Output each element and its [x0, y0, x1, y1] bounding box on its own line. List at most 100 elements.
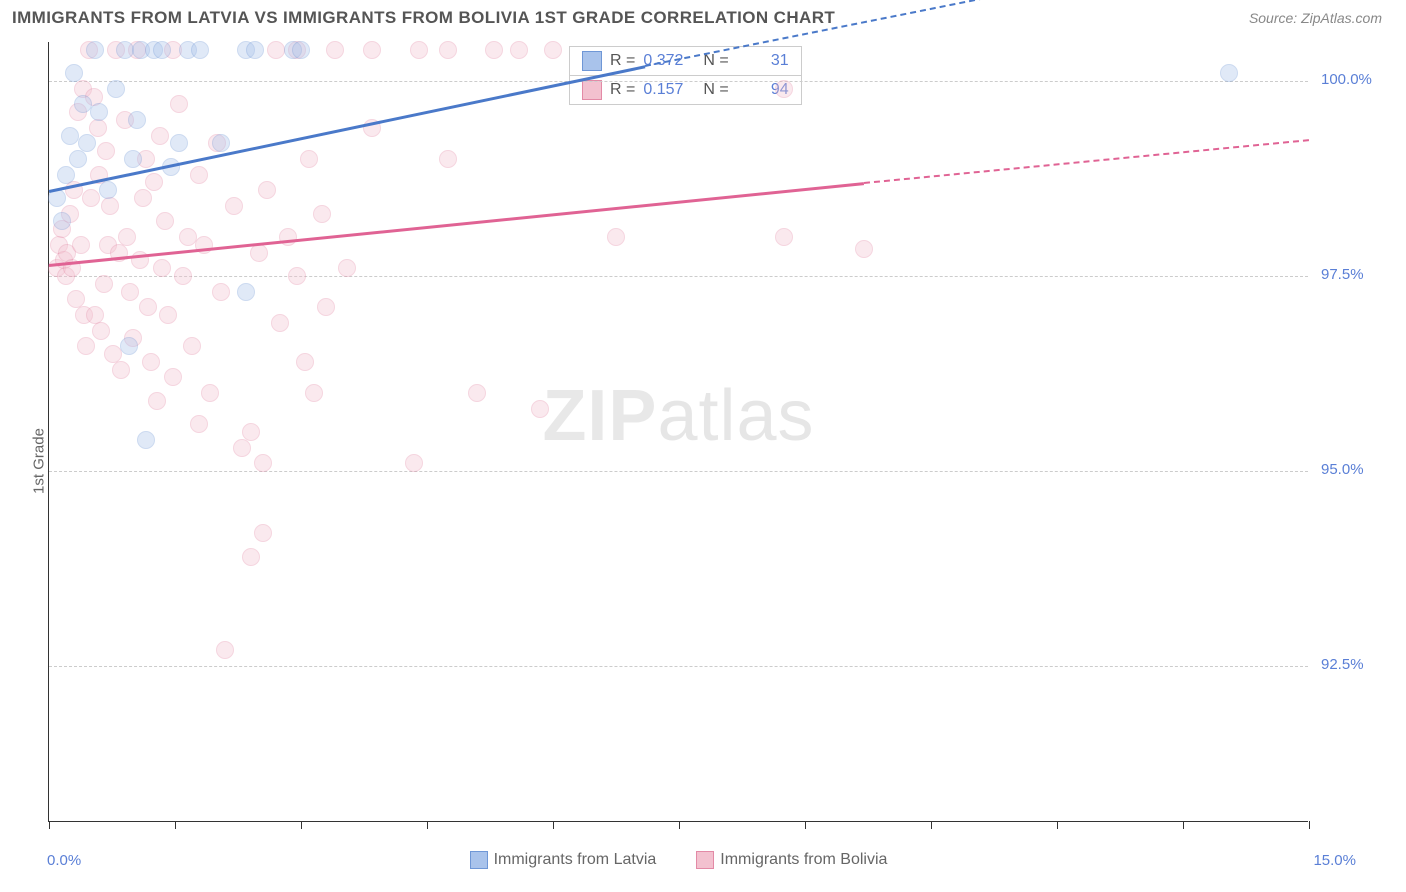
- scatter-point: [174, 267, 192, 285]
- legend-label: Immigrants from Bolivia: [720, 851, 887, 868]
- scatter-point: [439, 41, 457, 59]
- scatter-point: [292, 41, 310, 59]
- scatter-point: [296, 353, 314, 371]
- scatter-point: [89, 119, 107, 137]
- x-tick: [1309, 821, 1310, 829]
- gridline: [49, 81, 1308, 82]
- scatter-point: [271, 314, 289, 332]
- scatter-point: [53, 212, 71, 230]
- scatter-point: [170, 134, 188, 152]
- scatter-point: [233, 439, 251, 457]
- scatter-point: [57, 166, 75, 184]
- scatter-point: [246, 41, 264, 59]
- scatter-point: [112, 361, 130, 379]
- scatter-point: [531, 400, 549, 418]
- scatter-point: [510, 41, 528, 59]
- scatter-point: [254, 524, 272, 542]
- chart-header: IMMIGRANTS FROM LATVIA VS IMMIGRANTS FRO…: [0, 0, 1406, 36]
- scatter-point: [118, 228, 136, 246]
- watermark-light: atlas: [657, 376, 814, 456]
- scatter-point: [212, 283, 230, 301]
- scatter-point: [216, 641, 234, 659]
- scatter-point: [191, 41, 209, 59]
- scatter-point: [775, 80, 793, 98]
- trendline-dashed: [864, 139, 1309, 184]
- n-label: N =: [703, 81, 728, 99]
- source-credit: Source: ZipAtlas.com: [1249, 10, 1382, 26]
- scatter-point: [78, 134, 96, 152]
- scatter-point: [300, 150, 318, 168]
- scatter-point: [258, 181, 276, 199]
- scatter-point: [121, 283, 139, 301]
- scatter-point: [77, 337, 95, 355]
- scatter-point: [855, 240, 873, 258]
- scatter-point: [92, 322, 110, 340]
- scatter-point: [145, 173, 163, 191]
- scatter-point: [134, 189, 152, 207]
- scatter-point: [97, 142, 115, 160]
- gridline: [49, 276, 1308, 277]
- legend-label: Immigrants from Latvia: [494, 851, 657, 868]
- legend-swatch: [470, 851, 488, 869]
- scatter-point: [468, 384, 486, 402]
- scatter-point: [201, 384, 219, 402]
- scatter-point: [170, 95, 188, 113]
- scatter-point: [183, 337, 201, 355]
- x-tick: [427, 821, 428, 829]
- scatter-point: [607, 228, 625, 246]
- y-axis-label: 1st Grade: [30, 428, 47, 494]
- chart-title: IMMIGRANTS FROM LATVIA VS IMMIGRANTS FRO…: [12, 8, 835, 28]
- scatter-point: [153, 41, 171, 59]
- scatter-point: [101, 197, 119, 215]
- scatter-point: [179, 228, 197, 246]
- scatter-point: [128, 111, 146, 129]
- series-swatch: [582, 80, 602, 100]
- series-swatch: [582, 51, 602, 71]
- scatter-point: [190, 166, 208, 184]
- legend-item: Immigrants from Latvia: [470, 851, 657, 869]
- scatter-point: [65, 64, 83, 82]
- scatter-point: [288, 267, 306, 285]
- scatter-point: [90, 103, 108, 121]
- scatter-point: [225, 197, 243, 215]
- watermark-bold: ZIP: [542, 376, 657, 456]
- scatter-point: [254, 454, 272, 472]
- scatter-point: [305, 384, 323, 402]
- source-prefix: Source:: [1249, 10, 1301, 26]
- y-tick-label: 97.5%: [1321, 266, 1364, 283]
- scatter-point: [116, 41, 134, 59]
- scatter-point: [313, 205, 331, 223]
- scatter-point: [1220, 64, 1238, 82]
- scatter-point: [95, 275, 113, 293]
- scatter-point: [190, 415, 208, 433]
- scatter-point: [69, 150, 87, 168]
- scatter-point: [338, 259, 356, 277]
- scatter-point: [363, 41, 381, 59]
- scatter-point: [107, 80, 125, 98]
- x-tick: [805, 821, 806, 829]
- x-tick: [49, 821, 50, 829]
- plot-area: ZIPatlas R =0.372N =31R =0.157N =94 92.5…: [48, 42, 1308, 822]
- legend-swatch: [696, 851, 714, 869]
- scatter-point: [326, 41, 344, 59]
- scatter-point: [72, 236, 90, 254]
- trendline: [49, 65, 646, 193]
- scatter-point: [99, 181, 117, 199]
- footer-legend: Immigrants from Latvia Immigrants from Bo…: [49, 851, 1308, 869]
- x-max-label: 15.0%: [1313, 852, 1356, 869]
- scatter-point: [485, 41, 503, 59]
- scatter-point: [124, 150, 142, 168]
- scatter-point: [159, 306, 177, 324]
- gridline: [49, 666, 1308, 667]
- scatter-point: [139, 298, 157, 316]
- scatter-point: [151, 127, 169, 145]
- y-tick-label: 100.0%: [1321, 71, 1372, 88]
- y-tick-label: 92.5%: [1321, 656, 1364, 673]
- source-name: ZipAtlas.com: [1301, 10, 1382, 26]
- x-tick: [1183, 821, 1184, 829]
- x-tick: [175, 821, 176, 829]
- scatter-point: [86, 41, 104, 59]
- scatter-point: [775, 228, 793, 246]
- stats-row: R =0.372N =31: [570, 47, 801, 76]
- legend-item: Immigrants from Bolivia: [696, 851, 887, 869]
